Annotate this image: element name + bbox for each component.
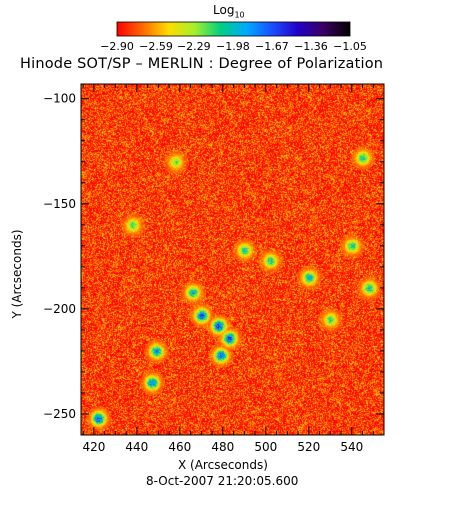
timestamp: 8-Oct-2007 21:20:05.600 xyxy=(146,474,299,488)
axis-ticks: 420 440 460 480 500 520 540 −100 −150 −200 −250 xyxy=(43,84,385,454)
colorbar-tick-labels: −2.90 −2.59 −2.29 −1.98 −1.67 −1.36 −1.05 xyxy=(0,0,466,60)
colorbar-label: Log10 xyxy=(213,3,245,20)
colorbar-tick-label: −1.36 xyxy=(294,40,328,53)
y-tick-label: −100 xyxy=(43,92,76,106)
heatmap-plot xyxy=(81,84,384,435)
chart-title: Hinode SOT/SP – MERLIN : Degree of Polar… xyxy=(20,56,384,72)
colorbar-tick-label: −1.98 xyxy=(216,40,250,53)
colorbar-tick-label: −2.59 xyxy=(139,40,173,53)
x-tick-label: 500 xyxy=(254,440,277,454)
y-tick-label: −250 xyxy=(43,407,76,421)
x-tick-label: 420 xyxy=(82,440,105,454)
y-tick-label: −150 xyxy=(43,197,76,211)
x-tick-label: 540 xyxy=(340,440,363,454)
y-axis-title: Y (Arcseconds) xyxy=(10,229,24,319)
x-tick-label: 460 xyxy=(168,440,191,454)
y-tick-label: −200 xyxy=(43,302,76,316)
x-tick-label: 480 xyxy=(211,440,234,454)
x-tick-label: 440 xyxy=(125,440,148,454)
colorbar-tick-label: −1.67 xyxy=(255,40,289,53)
heatmap-image xyxy=(81,84,384,435)
plot-frame xyxy=(80,83,385,436)
colorbar-tick-label: −2.90 xyxy=(100,40,134,53)
colorbar xyxy=(116,21,351,37)
colorbar-tick-label: −1.05 xyxy=(333,40,367,53)
colorbar-tick-label: −2.29 xyxy=(176,40,211,53)
x-axis-title: X (Arcseconds) xyxy=(178,458,268,472)
x-tick-label: 520 xyxy=(297,440,320,454)
